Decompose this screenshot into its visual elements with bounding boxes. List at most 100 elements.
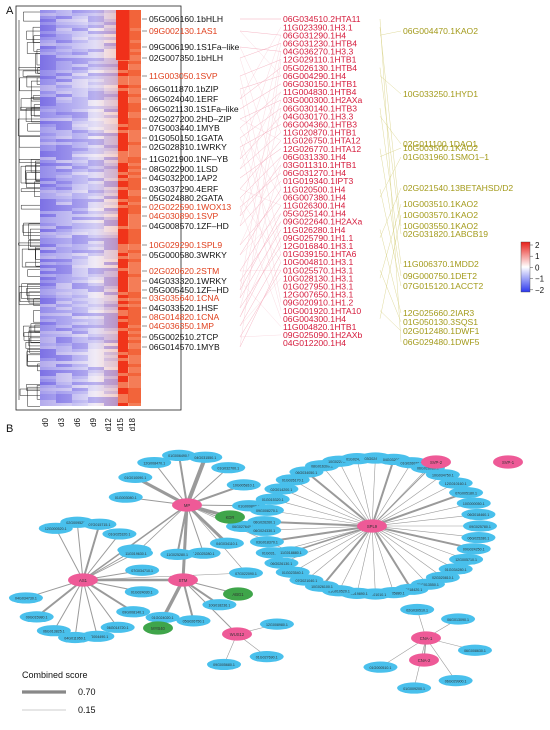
svg-text:04G011950.1: 04G011950.1 [64, 636, 86, 640]
partner-gene-node[interactable]: 01G006490.1 [162, 449, 197, 462]
partner-gene-node[interactable]: 01G034280.1 [438, 563, 473, 575]
tf-gene-label: 11G021900.1NF–YB [149, 154, 228, 164]
svg-text:02G009520.1: 02G009520.1 [66, 521, 88, 525]
target-gene-label: 11G004830.1HTB4 [283, 87, 357, 97]
hub-node-cna1[interactable]: CNA-1 [411, 631, 441, 645]
partner-gene-node[interactable]: 03G018370.1 [249, 536, 284, 548]
partner-gene-node[interactable]: 01G000510.1 [363, 661, 398, 673]
partner-gene-node[interactable]: 06G025280.1 [461, 531, 496, 544]
partner-gene-node[interactable]: 04G031550.1 [188, 451, 223, 463]
partner-gene-node[interactable]: 02G014200.1 [264, 483, 299, 495]
partner-gene-node[interactable]: 01G015320.1 [255, 493, 290, 505]
target-gene-label: 06G031330.1H4 [283, 152, 346, 162]
partner-gene-node[interactable]: 02G030510.1 [400, 603, 435, 616]
svg-text:04G034110.1: 04G034110.1 [216, 542, 238, 546]
pathway-gene-label: 07G015120.1ACCT2 [403, 281, 483, 291]
partner-gene-node[interactable]: 06G024330.1 [247, 524, 282, 536]
partner-gene-node[interactable]: 12G010160.1 [438, 477, 473, 489]
svg-text:10G022740.1: 10G022740.1 [328, 460, 350, 464]
target-gene-label: 01G025570.1H3.1 [283, 265, 353, 275]
svg-text:01G031880.1: 01G031880.1 [262, 552, 284, 556]
partner-gene-node[interactable]: 12G025280.1 [186, 547, 221, 559]
partner-gene-node[interactable]: 06G013825.1 [36, 625, 71, 637]
partner-gene-node[interactable]: 06G018460.1 [461, 508, 496, 521]
partner-gene-node[interactable]: 04G011950.1 [58, 631, 93, 644]
hub-node-svp1[interactable]: SVP-1 [493, 455, 523, 469]
svg-text:10G026100.1: 10G026100.1 [311, 585, 333, 589]
tf-gene-label: 04G032200.1AP2 [149, 173, 218, 183]
partner-gene-node[interactable]: 04G034110.1 [209, 537, 244, 549]
svg-text:11G019890.1: 11G019890.1 [346, 592, 368, 596]
heatmap-column-label: d3 [57, 417, 66, 426]
partner-gene-node[interactable]: 10G000050.1 [456, 497, 491, 509]
hub-node-spl9[interactable]: SPL9 [357, 519, 387, 533]
partner-gene-node[interactable]: 10G034750.1 [425, 469, 460, 481]
svg-text:AS1: AS1 [79, 578, 88, 583]
hub-node-svp2[interactable]: SVP-2 [421, 455, 451, 469]
tf-gene-label: 06G014570.1MYB [149, 342, 220, 352]
target-gene-label: 06G007380.1H4 [283, 192, 346, 202]
hub-node-stm[interactable]: STM [168, 573, 198, 587]
shared-gene-node[interactable]: 11G019630.1 [119, 547, 153, 559]
svg-text:06G018460.1: 06G018460.1 [468, 513, 490, 517]
hub-node-mp[interactable]: MP [172, 498, 202, 512]
partner-gene-node[interactable]: 06G014720.1 [100, 621, 135, 633]
tf-gene-label: 04G030890.1SVP [149, 211, 219, 221]
partner-gene-node[interactable]: 07G015715.1 [82, 518, 117, 530]
pathway-gene-label: 10G003500.1KAO2 [403, 143, 478, 153]
partner-gene-node[interactable]: 11G025280.1 [160, 548, 195, 560]
partner-gene-node[interactable]: 12G008980.1 [259, 618, 294, 630]
svg-text:06G014720.1: 06G014720.1 [107, 626, 129, 630]
svg-text:01G006490.1: 01G006490.1 [168, 454, 190, 458]
partner-gene-node[interactable]: 01G024020.1 [145, 611, 180, 624]
shared-gene-node[interactable]: 07G022090.1 [229, 567, 263, 579]
partner-gene-node[interactable]: 04G034730.1 [8, 592, 43, 604]
partner-gene-node[interactable]: 01G024030.1 [124, 586, 159, 598]
partner-gene-node[interactable]: 10G018236.1 [202, 599, 237, 611]
partner-gene-node[interactable]: 01G010090.1 [118, 471, 153, 483]
partner-gene-node[interactable]: 12G005710.1 [449, 553, 484, 565]
bridge-gene-node[interactable]: 11G018880.1 [274, 546, 308, 558]
hub-node-wus[interactable]: WUS12 [222, 627, 252, 641]
pathway-gene-label: 06G004470.1KAO2 [403, 26, 478, 36]
svg-text:01G034280.1: 01G034280.1 [445, 568, 467, 572]
partner-gene-node[interactable]: 07G005180.1 [449, 487, 484, 499]
partner-gene-node[interactable]: 06G013090.1 [441, 613, 476, 625]
target-gene-label: 11G026300.1H4 [283, 201, 346, 211]
pathway-gene-label: 02G031820.1ABCB19 [403, 229, 488, 239]
partner-gene-node[interactable]: 01G009200.1 [397, 682, 432, 694]
tf-gene-label: 06G021130.1S1Fa–like [149, 104, 239, 114]
hub-node-as1[interactable]: AS1 [68, 573, 98, 587]
partner-gene-node[interactable]: 09G024250.1 [456, 543, 491, 555]
hub-node-myb40[interactable]: MYB40 [143, 621, 173, 635]
tf-gene-label: 09G006190.1S1Fa–like [149, 42, 240, 52]
partner-gene-node[interactable]: 06G026130.1 [264, 557, 299, 569]
hub-node-cna2[interactable]: CNA-2 [409, 653, 439, 667]
svg-text:01G026170.1: 01G026170.1 [282, 479, 304, 483]
partner-gene-node[interactable]: 01G023540.1 [275, 566, 310, 578]
svg-text:07G022090.1: 07G022090.1 [235, 572, 257, 576]
partner-gene-node[interactable]: 01G032700.1 [211, 462, 246, 474]
partner-gene-node[interactable]: 05G026750.1 [176, 615, 211, 627]
partner-gene-node[interactable]: 09G008270.1 [249, 504, 284, 516]
partner-gene-node[interactable]: 09G008140.1 [116, 606, 151, 618]
partner-gene-node[interactable]: 10G005810.1 [226, 479, 261, 491]
hub-node-kdr[interactable]: KDR [215, 510, 245, 524]
svg-text:12G025280.1: 12G025280.1 [193, 552, 215, 556]
partner-gene-node[interactable]: 06G008630.1 [457, 644, 492, 656]
svg-text:07G004490.1: 07G004490.1 [86, 635, 108, 639]
partner-gene-node[interactable]: 09G005680.1 [207, 658, 242, 671]
partner-gene-node[interactable]: 01G027690.1 [249, 651, 284, 663]
partner-gene-node[interactable]: 01G003080.1 [108, 491, 143, 503]
tf-gene-label: 02G027200.2HD–ZIP [149, 114, 232, 124]
partner-gene-node[interactable]: 12G008470.1 [137, 456, 172, 469]
partner-gene-node[interactable]: 06G026260.1 [247, 516, 282, 528]
hub-node-abg1[interactable]: ABG1 [223, 587, 253, 601]
partner-gene-node[interactable]: 01G025320.1 [102, 528, 137, 540]
svg-text:01G010090.1: 01G010090.1 [124, 476, 146, 480]
svg-text:06G026130.1: 06G026130.1 [271, 562, 293, 566]
partner-gene-node[interactable]: 07G034710.1 [125, 564, 160, 576]
partner-gene-node[interactable]: 09G025780.1 [463, 520, 497, 532]
partner-gene-node[interactable]: 06G029900.1 [438, 675, 473, 687]
partner-gene-node[interactable]: 09G015980.1 [19, 611, 54, 623]
